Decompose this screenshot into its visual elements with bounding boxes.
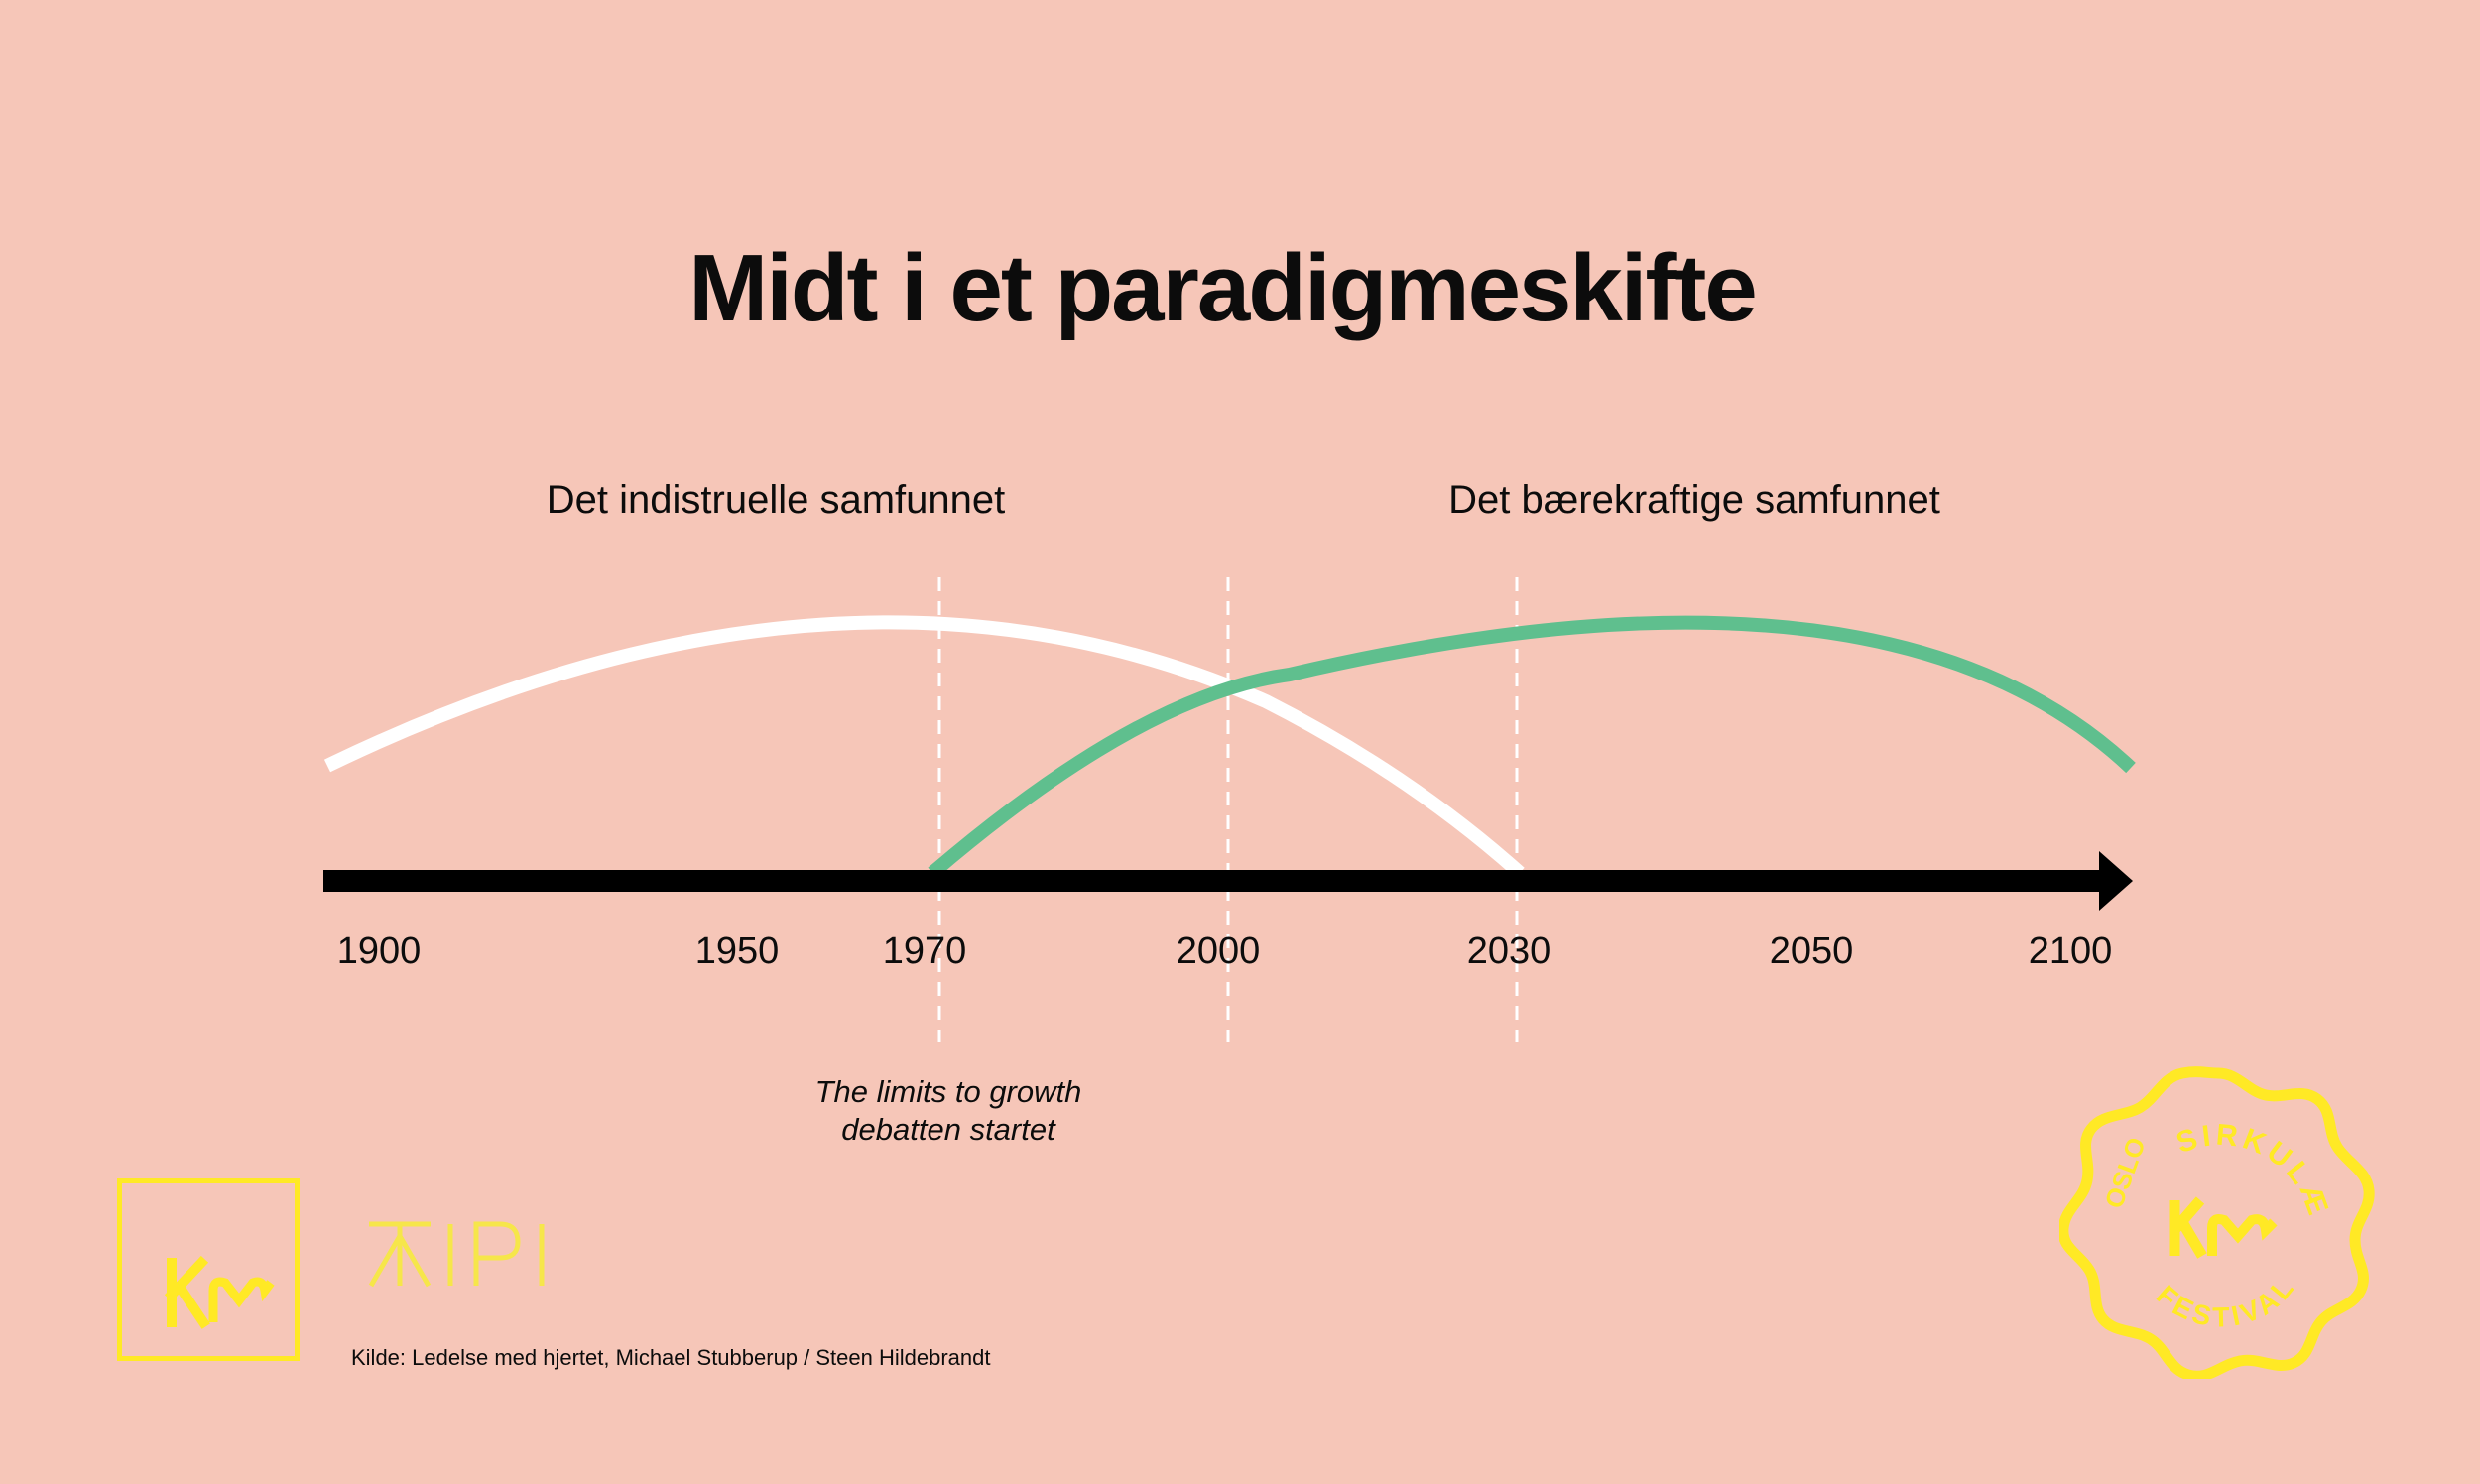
seal-text-bottom: FESTIVAL [2151, 1270, 2297, 1332]
tick-label-1950: 1950 [694, 930, 780, 972]
slide-title: Midt i et paradigmeskifte [688, 235, 1758, 341]
sirkulaer-festival-seal: SIRKULÆR FESTIVAL OSLO [2059, 1061, 2375, 1379]
tipi-logo [368, 1221, 545, 1288]
tick-label-1900: 1900 [336, 930, 422, 972]
limits-to-growth-annotation: The limits to growth debatten startet [750, 1073, 1147, 1149]
svg-text:FESTIVAL: FESTIVAL [2151, 1270, 2301, 1332]
source-citation: Kilde: Ledelse med hjertet, Michael Stub… [351, 1345, 991, 1370]
km-logo-mark [164, 1255, 275, 1329]
sustainable-society-curve [928, 615, 2136, 879]
industrial-society-curve [323, 615, 1525, 879]
era-label-industrial: Det indistruelle samfunnet [546, 478, 1006, 522]
seal-text-left: OSLO [2098, 1134, 2151, 1212]
tick-label-2000: 2000 [1176, 930, 1261, 972]
era-label-sustainable: Det bærekraftige samfunnet [1448, 478, 1940, 522]
annotation-line-1: The limits to growth [814, 1074, 1082, 1109]
tick-label-1970: 1970 [882, 930, 967, 972]
tick-label-2030: 2030 [1466, 930, 1551, 972]
annotation-line-2: debatten startet [841, 1112, 1055, 1147]
km-logo [117, 1178, 300, 1361]
tick-label-2050: 2050 [1769, 930, 1854, 972]
tick-label-2100: 2100 [2028, 930, 2113, 972]
time-axis-arrowhead [2099, 851, 2133, 911]
